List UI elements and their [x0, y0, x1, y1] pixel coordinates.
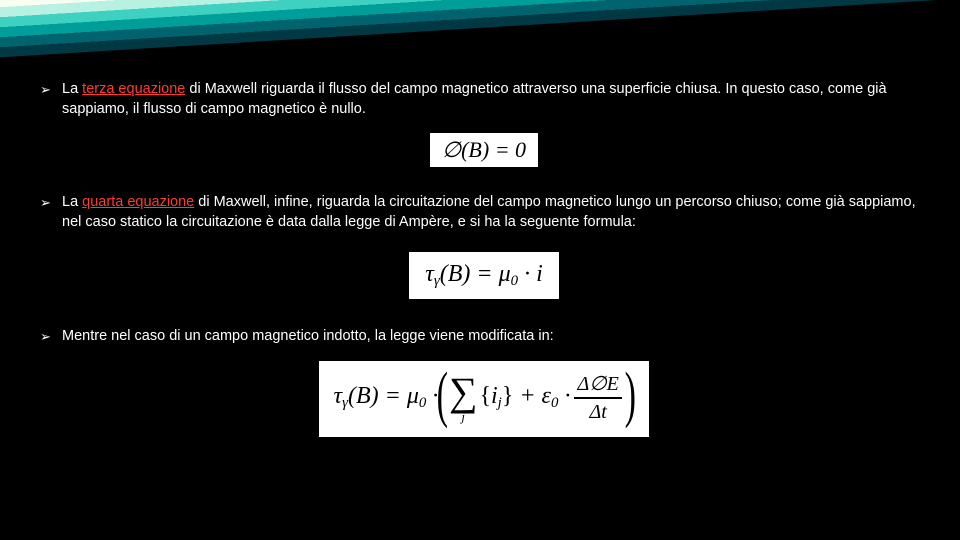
eq3-mu: μ [407, 383, 419, 409]
eq3-lparen: ( [437, 364, 448, 426]
eq3-frac-num: Δ∅E [574, 373, 621, 395]
eq3-sigma: ∑ j [449, 372, 478, 423]
eq3-i: i [491, 383, 498, 409]
eq3-eps: ε [542, 383, 551, 409]
eq2-arg: (B) [440, 261, 471, 287]
eq3-rparen: ) [624, 364, 635, 426]
bullet1-rest: di Maxwell riguarda il flusso del campo … [62, 81, 887, 117]
bullet-text-2: La quarta equazione di Maxwell, infine, … [62, 193, 928, 232]
bullet-text-3: Mentre nel caso di un campo magnetico in… [62, 327, 928, 347]
eq3-sigma-sym: ∑ [449, 372, 478, 412]
bullet2-prefix: La [62, 194, 82, 210]
eq3-arg: (B) [348, 383, 379, 409]
eq2-dot: · [518, 261, 536, 287]
decorative-top-stripe [0, 0, 960, 62]
equation-3: τγ(B) = μ0 · ( ∑ j {ij} + ε0 · Δ∅E Δt ) [319, 361, 648, 437]
bullet-marker-icon: ➢ [40, 193, 62, 232]
eq3-dot2: · [558, 383, 570, 409]
bullet1-prefix: La [62, 81, 82, 97]
bullet-item-2: ➢ La quarta equazione di Maxwell, infine… [40, 193, 928, 232]
eq3-frac-den: Δt [587, 401, 610, 423]
bullet-marker-icon: ➢ [40, 80, 62, 119]
eq3-bopen: { [479, 383, 491, 409]
bullet2-highlight: quarta equazione [82, 194, 194, 210]
eq2-mu-sub: 0 [511, 273, 518, 289]
slide-content: ➢ La terza equazione di Maxwell riguarda… [40, 80, 928, 437]
eq2-tau: τ [425, 261, 434, 287]
eq3-bclose: } [502, 383, 514, 409]
eq3-plus: + [513, 383, 541, 409]
eq3-eq: = [379, 383, 407, 409]
eq2-mu: μ [499, 261, 511, 287]
eq3-fraction: Δ∅E Δt [574, 373, 621, 423]
equation-2: τγ(B) = μ0 · i [409, 252, 558, 299]
eq3-sigma-idx: j [461, 410, 465, 423]
bullet-item-3: ➢ Mentre nel caso di un campo magnetico … [40, 327, 928, 347]
bullet1-highlight: terza equazione [82, 81, 185, 97]
bullet-text-1: La terza equazione di Maxwell riguarda i… [62, 80, 928, 119]
eq3-tau: τ [333, 383, 342, 409]
eq2-i: i [536, 261, 543, 287]
eq2-eq: = [470, 261, 498, 287]
bullet-item-1: ➢ La terza equazione di Maxwell riguarda… [40, 80, 928, 119]
equation-1: ∅(B) = 0 [430, 133, 538, 167]
bullet-marker-icon: ➢ [40, 327, 62, 347]
